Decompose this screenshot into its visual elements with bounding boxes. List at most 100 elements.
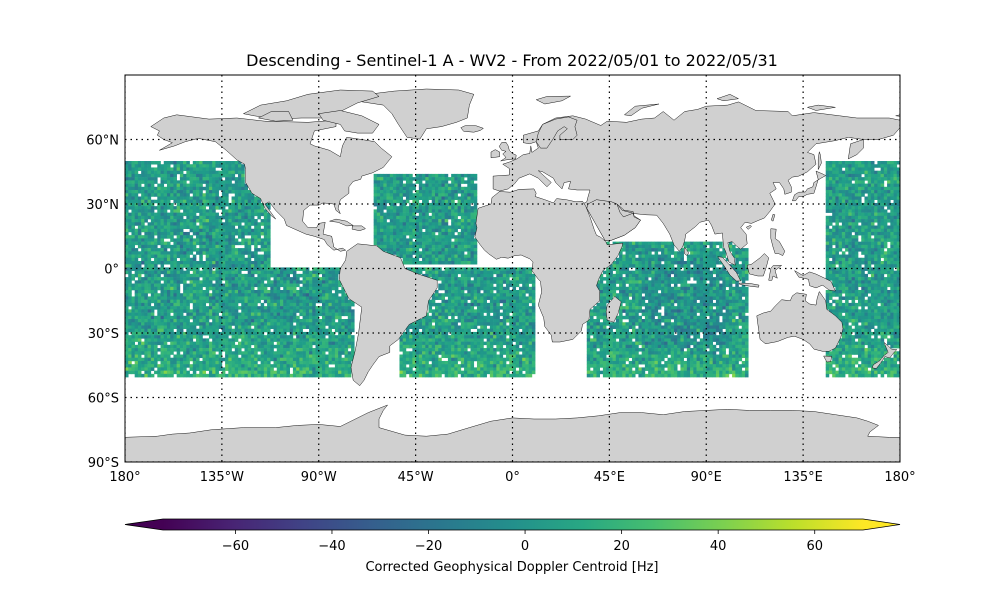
- data-cell: [309, 328, 313, 333]
- data-cell: [147, 180, 152, 184]
- data-cell: [186, 264, 190, 268]
- data-cell: [183, 367, 187, 371]
- data-cell: [425, 341, 429, 346]
- data-cell: [186, 254, 190, 259]
- data-cell: [241, 357, 245, 362]
- data-cell: [183, 196, 187, 200]
- data-cell: [338, 370, 342, 375]
- data-cell: [338, 351, 342, 355]
- data-cell: [170, 170, 174, 175]
- data-cell: [160, 348, 165, 352]
- data-cell: [160, 306, 165, 310]
- data-cell: [247, 373, 252, 378]
- data-cell: [312, 360, 316, 365]
- data-cell: [183, 348, 187, 352]
- data-cell: [134, 241, 139, 246]
- data-cell: [247, 231, 252, 236]
- data-cell: [221, 183, 226, 188]
- data-cell: [431, 309, 436, 313]
- data-cell: [202, 312, 207, 317]
- data-cell: [141, 215, 145, 220]
- data-cell: [154, 257, 158, 262]
- data-cell: [467, 202, 471, 207]
- data-cell: [170, 260, 174, 265]
- data-cell: [125, 296, 129, 300]
- data-cell: [215, 235, 219, 239]
- data-cell: [141, 277, 145, 281]
- data-cell: [238, 173, 242, 178]
- data-cell: [141, 331, 145, 336]
- data-cell: [405, 328, 410, 333]
- data-cell: [444, 280, 449, 284]
- data-cell: [225, 167, 229, 171]
- data-cell: [396, 244, 400, 249]
- data-cell: [422, 364, 426, 368]
- data-cell: [212, 264, 216, 268]
- data-cell: [435, 177, 439, 181]
- data-cell: [166, 219, 171, 223]
- data-cell: [412, 215, 416, 220]
- data-cell: [402, 364, 407, 368]
- data-cell: [208, 161, 213, 165]
- data-cell: [134, 290, 139, 294]
- data-cell: [192, 248, 197, 252]
- data-cell: [292, 280, 297, 284]
- data-cell: [199, 235, 203, 239]
- data-cell: [150, 364, 155, 368]
- data-cell: [173, 364, 177, 368]
- data-cell: [263, 290, 268, 294]
- data-cell: [196, 193, 200, 197]
- data-cell: [238, 231, 242, 236]
- data-cell: [393, 228, 397, 233]
- data-cell: [260, 309, 265, 313]
- data-cell: [399, 209, 404, 213]
- data-cell: [125, 290, 129, 294]
- data-cell: [263, 254, 268, 259]
- data-cell: [412, 206, 416, 210]
- data-cell: [260, 331, 265, 336]
- data-cell: [328, 325, 332, 329]
- data-cell: [166, 370, 171, 375]
- data-cell: [451, 286, 455, 291]
- data-cell: [186, 335, 190, 339]
- data-cell: [383, 215, 387, 220]
- data-cell: [147, 309, 152, 313]
- data-cell: [286, 322, 290, 326]
- data-cell: [215, 322, 219, 326]
- data-cell: [186, 186, 190, 191]
- data-cell: [150, 199, 155, 204]
- data-cell: [399, 231, 404, 236]
- data-cell: [470, 357, 475, 362]
- data-cell: [383, 206, 387, 210]
- data-cell: [250, 348, 255, 352]
- data-cell: [312, 309, 316, 313]
- data-cell: [244, 325, 249, 329]
- data-cell: [460, 341, 465, 346]
- data-cell: [250, 215, 255, 220]
- data-cell: [347, 370, 352, 375]
- data-cell: [435, 315, 439, 320]
- data-cell: [228, 202, 232, 207]
- data-cell: [473, 293, 478, 297]
- data-cell: [134, 354, 139, 359]
- data-cell: [212, 293, 216, 297]
- data-cell: [422, 215, 426, 220]
- data-cell: [254, 241, 258, 246]
- data-cell: [435, 202, 439, 207]
- data-cell: [131, 344, 135, 349]
- data-cell: [405, 367, 410, 371]
- data-cell: [447, 364, 452, 368]
- data-cell: [444, 202, 449, 207]
- data-cell: [228, 251, 232, 255]
- data-cell: [192, 273, 197, 278]
- data-cell: [341, 286, 345, 291]
- data-cell: [405, 206, 410, 210]
- data-cell: [428, 231, 433, 236]
- data-cell: [250, 364, 255, 368]
- data-cell: [473, 335, 478, 339]
- data-cell: [173, 251, 177, 255]
- data-cell: [399, 212, 404, 217]
- data-cell: [431, 296, 436, 300]
- data-cell: [431, 370, 436, 375]
- data-cell: [415, 260, 420, 265]
